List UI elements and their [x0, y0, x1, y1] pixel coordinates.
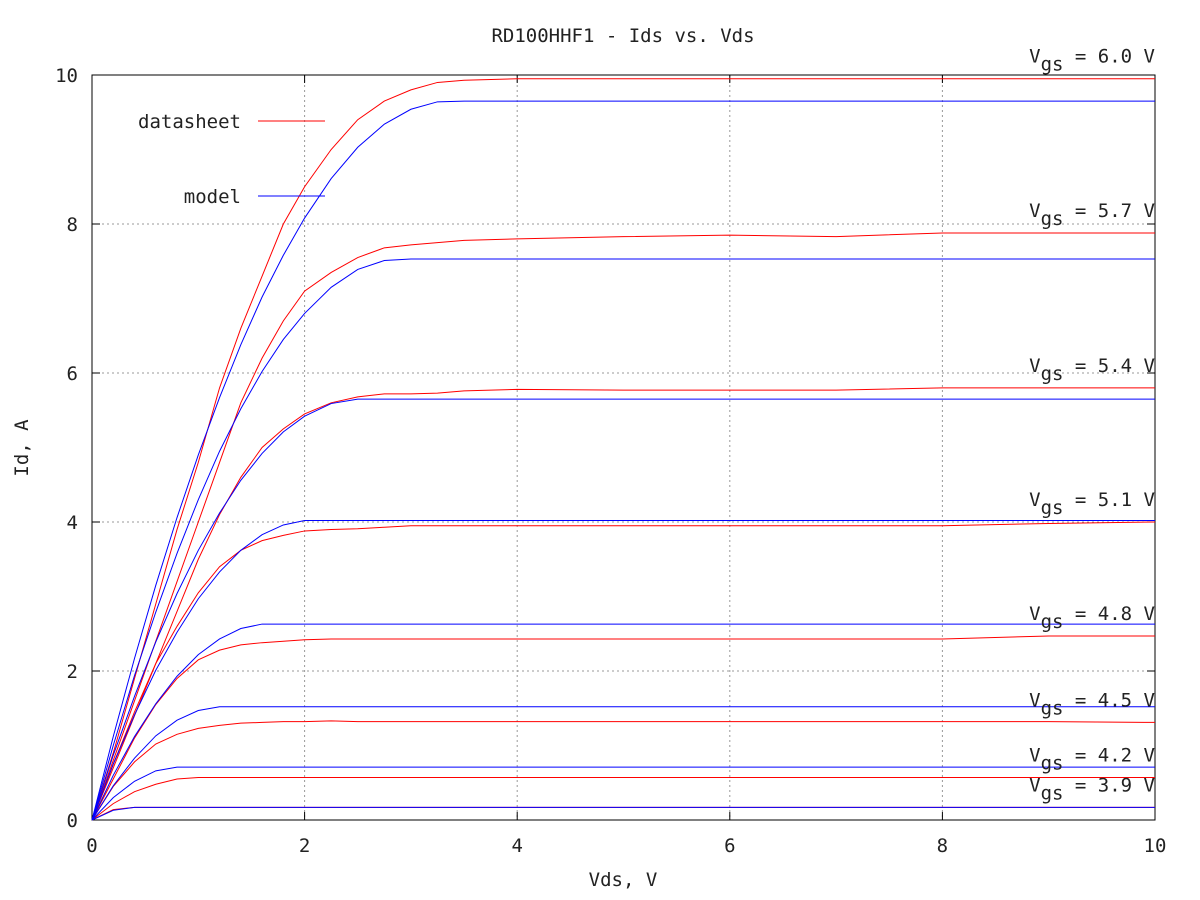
curve-annotation: Vgs = 5.4 V	[1029, 355, 1155, 385]
y-tick-label: 8	[67, 214, 78, 236]
annotation-suffix: = 6.0 V	[1063, 46, 1155, 68]
curve	[91, 232, 1155, 821]
annotation-text: V	[1029, 774, 1040, 796]
curve	[91, 520, 1155, 821]
x-tick-label: 10	[1144, 835, 1167, 857]
curve-annotation: Vgs = 4.5 V	[1029, 689, 1155, 719]
curve	[91, 398, 1155, 821]
annotation-suffix: = 4.5 V	[1063, 689, 1155, 711]
x-tick-label: 8	[937, 835, 948, 857]
y-tick-label: 0	[67, 810, 78, 832]
annotation-subscript: gs	[1041, 363, 1064, 385]
x-tick-label: 4	[511, 835, 522, 857]
curve	[91, 720, 1156, 821]
curve	[91, 635, 1155, 821]
annotation-suffix: = 5.4 V	[1063, 355, 1155, 377]
annotation-subscript: gs	[1041, 753, 1064, 775]
annotation-text: V	[1029, 603, 1040, 625]
plot-frame	[91, 74, 1156, 821]
curve	[91, 766, 1155, 821]
curve	[91, 100, 1155, 821]
legend-label: datasheet	[138, 111, 241, 133]
y-tick-label: 6	[67, 363, 78, 385]
curve-annotation: Vgs = 4.2 V	[1029, 745, 1155, 775]
annotation-text: V	[1029, 200, 1040, 222]
curve	[91, 387, 1155, 821]
chart-title: RD100HHF1 - Ids vs. Vds	[491, 25, 754, 47]
annotation-text: V	[1029, 489, 1040, 511]
curve	[91, 806, 1155, 821]
annotation-text: V	[1029, 355, 1040, 377]
x-tick-label: 6	[724, 835, 735, 857]
annotation-suffix: = 3.9 V	[1063, 774, 1155, 796]
curve-annotation: Vgs = 4.8 V	[1029, 603, 1155, 633]
curve	[91, 806, 1155, 821]
curve	[91, 258, 1155, 821]
x-tick-label: 2	[299, 835, 310, 857]
curve	[91, 78, 1155, 821]
curve	[91, 623, 1155, 821]
annotation-suffix: = 4.8 V	[1063, 603, 1155, 625]
y-tick-label: 10	[55, 65, 78, 87]
curve-annotation: Vgs = 5.1 V	[1029, 489, 1155, 519]
annotation-suffix: = 5.1 V	[1063, 489, 1155, 511]
curve	[91, 706, 1155, 821]
annotation-subscript: gs	[1041, 611, 1064, 633]
legend-label: model	[184, 186, 241, 208]
annotation-subscript: gs	[1041, 697, 1064, 719]
annotation-text: V	[1029, 745, 1040, 767]
x-tick-label: 0	[86, 835, 97, 857]
curve-annotation: Vgs = 3.9 V	[1029, 774, 1155, 804]
annotation-suffix: = 5.7 V	[1063, 200, 1155, 222]
x-axis-label: Vds, V	[589, 869, 658, 891]
annotation-subscript: gs	[1041, 54, 1064, 76]
annotation-subscript: gs	[1041, 497, 1064, 519]
annotation-text: V	[1029, 46, 1040, 68]
curve	[91, 777, 1155, 821]
annotation-subscript: gs	[1041, 208, 1064, 230]
annotation-text: V	[1029, 689, 1040, 711]
annotation-suffix: = 4.2 V	[1063, 745, 1155, 767]
curve-annotation: Vgs = 6.0 V	[1029, 46, 1155, 76]
y-tick-label: 2	[67, 661, 78, 683]
y-axis-label: Id, A	[11, 419, 33, 477]
curve	[91, 521, 1156, 821]
y-tick-label: 4	[67, 512, 78, 534]
curve-annotation: Vgs = 5.7 V	[1029, 200, 1155, 230]
annotation-subscript: gs	[1041, 782, 1064, 804]
